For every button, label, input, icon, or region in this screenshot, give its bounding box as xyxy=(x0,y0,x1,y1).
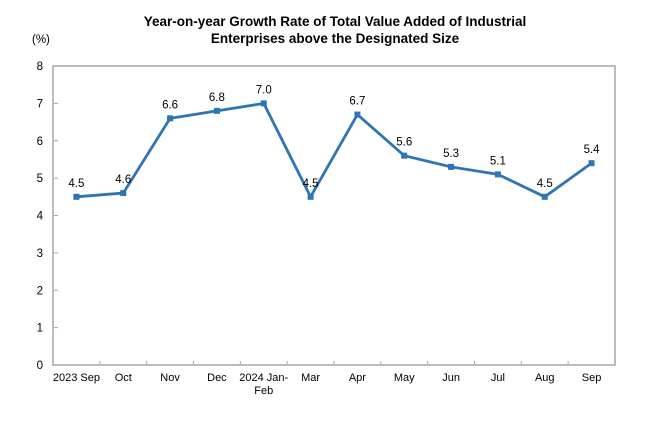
data-point-marker xyxy=(541,193,548,200)
x-axis-label: May xyxy=(394,372,415,384)
data-point-label: 4.5 xyxy=(303,178,319,190)
data-point-label: 5.4 xyxy=(584,144,601,156)
x-axis-label: Mar xyxy=(301,372,320,384)
x-axis-label: Nov xyxy=(160,372,180,384)
x-axis-label: Dec xyxy=(207,372,227,384)
data-point-label: 6.8 xyxy=(209,92,225,104)
y-axis-label: 2 xyxy=(37,285,43,297)
y-axis-label: 4 xyxy=(37,211,44,223)
data-point-label: 4.5 xyxy=(68,178,84,190)
y-axis-unit-label: (%) xyxy=(32,34,50,46)
data-point-marker xyxy=(401,152,408,159)
x-axis-label: Oct xyxy=(115,372,132,384)
y-axis-label: 5 xyxy=(37,173,43,185)
data-point-label: 5.1 xyxy=(490,155,506,167)
data-point-marker xyxy=(120,190,127,197)
x-axis-label: Aug xyxy=(535,372,555,384)
y-axis-label: 0 xyxy=(37,360,43,372)
data-point-marker xyxy=(448,163,455,170)
data-point-marker xyxy=(354,111,361,118)
x-axis-label: Jun xyxy=(442,372,460,384)
line-series xyxy=(75,101,593,199)
data-point-label: 6.6 xyxy=(162,99,178,111)
data-point-label: 4.6 xyxy=(115,174,131,186)
data-point-label: 4.5 xyxy=(537,178,553,190)
data-point-marker xyxy=(167,115,174,122)
x-axis-label: 2023 Sep xyxy=(53,372,100,384)
data-point-marker xyxy=(588,160,595,167)
data-point-marker xyxy=(494,171,501,178)
data-point-label: 7.0 xyxy=(256,84,272,96)
data-point-marker xyxy=(307,193,314,200)
data-point-label: 5.3 xyxy=(443,148,459,160)
x-axis-label: 2024 Jan-Feb xyxy=(239,372,288,397)
data-point-marker xyxy=(73,193,80,200)
y-axis-label: 6 xyxy=(37,136,43,148)
x-axis-label: Jul xyxy=(491,372,505,384)
x-axis-label: Apr xyxy=(349,372,366,384)
y-axis-label: 3 xyxy=(37,248,43,260)
plot-area-border xyxy=(52,65,616,366)
data-point-label: 5.6 xyxy=(396,137,412,149)
y-axis-label: 7 xyxy=(37,98,43,110)
chart-title: Year-on-year Growth Rate of Total Value … xyxy=(143,14,527,46)
y-axis-label: 8 xyxy=(37,61,43,73)
x-axis-label: Sep xyxy=(582,372,602,384)
data-point-marker xyxy=(260,100,267,107)
data-point-marker xyxy=(213,107,220,114)
y-axis-label: 1 xyxy=(37,323,43,335)
data-point-label: 6.7 xyxy=(349,96,365,108)
